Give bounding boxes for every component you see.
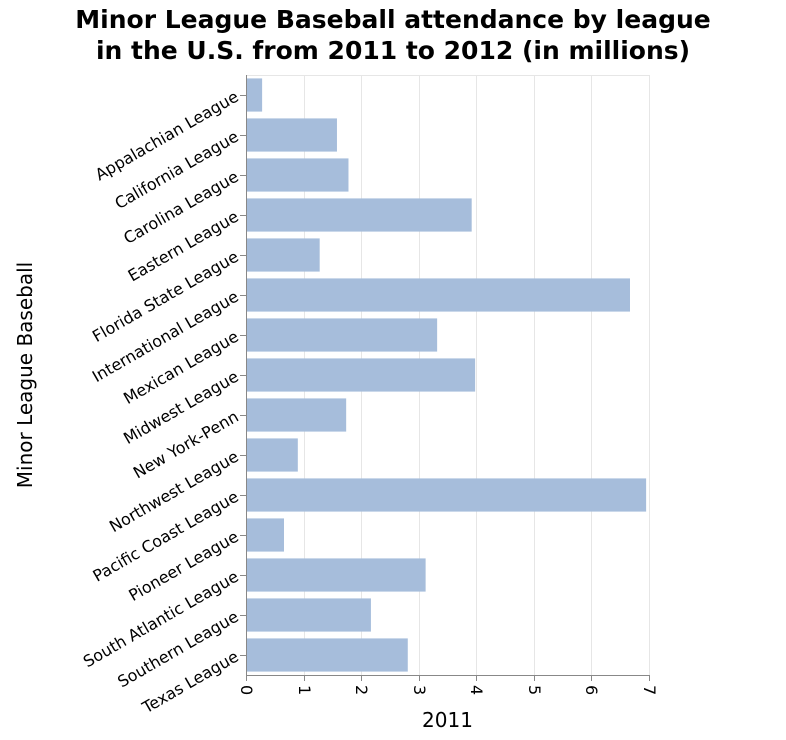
bar	[246, 558, 426, 592]
bar	[246, 198, 472, 232]
chart-title: Minor League Baseball attendance by leag…	[0, 4, 786, 66]
bar	[246, 478, 647, 512]
bar	[246, 158, 349, 192]
chart-title-line-2: in the U.S. from 2011 to 2012 (in millio…	[95, 36, 691, 65]
x-tick-label: 5	[525, 685, 544, 695]
x-tick-label: 6	[582, 685, 601, 695]
x-axis-title: 2011	[422, 708, 473, 732]
bars	[246, 78, 647, 672]
bar	[246, 318, 438, 352]
bar	[246, 518, 284, 552]
x-tick-label: 4	[467, 685, 486, 695]
bar	[246, 438, 298, 472]
bar	[246, 238, 320, 272]
bar	[246, 398, 347, 432]
x-tick-label: 2	[352, 685, 371, 695]
bar	[246, 78, 263, 112]
chart-title-line-1: Minor League Baseball attendance by leag…	[75, 5, 711, 34]
x-tick-label: 7	[640, 685, 659, 695]
bar	[246, 118, 337, 152]
bar	[246, 278, 631, 312]
x-tick-label: 0	[237, 685, 256, 695]
x-tick-label: 1	[295, 685, 314, 695]
bar	[246, 598, 371, 632]
x-tick-label: 3	[410, 685, 429, 695]
y-axis-title: Minor League Baseball	[13, 262, 37, 488]
bar	[246, 358, 476, 392]
bar	[246, 638, 408, 672]
